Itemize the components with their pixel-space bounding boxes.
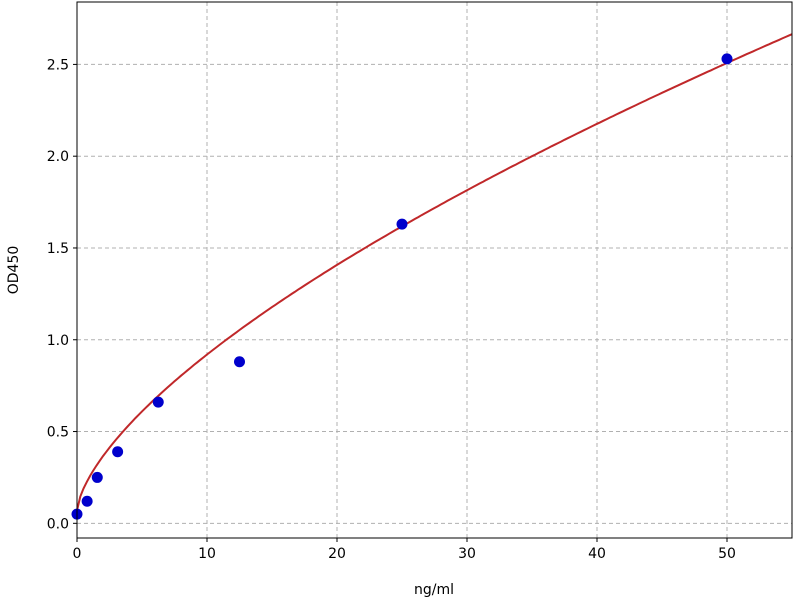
y-tick-label: 1.5 (47, 241, 69, 257)
data-point (396, 218, 408, 230)
data-point (81, 495, 93, 507)
fit-curve-layer (76, 33, 793, 511)
x-tick-label: 20 (328, 546, 346, 562)
x-tick-label: 50 (718, 546, 736, 562)
x-tick-label: 30 (458, 546, 476, 562)
data-point (152, 396, 164, 408)
data-point (112, 446, 124, 458)
y-ticks: 0.0 0.5 1.0 1.5 2.0 2.5 (47, 57, 77, 532)
data-points (71, 53, 733, 520)
data-point (234, 356, 245, 368)
y-tick-label: 0.5 (47, 425, 69, 441)
grid (76, 2, 792, 538)
x-axis-label: ng/ml (414, 582, 454, 598)
y-tick-label: 2.5 (47, 57, 69, 73)
y-axis-label: OD450 (6, 246, 22, 295)
y-tick-label: 1.0 (47, 333, 69, 349)
data-point (721, 53, 733, 65)
data-point (91, 471, 103, 483)
y-tick-label: 2.0 (47, 149, 69, 165)
y-tick-label: 0.0 (47, 516, 69, 532)
x-ticks: 0 10 20 30 40 50 (73, 538, 736, 562)
x-tick-label: 10 (198, 546, 216, 562)
x-tick-label: 40 (588, 546, 606, 562)
x-tick-label: 0 (73, 546, 82, 562)
fit-curve (76, 33, 793, 511)
plot-frame (76, 1, 793, 539)
